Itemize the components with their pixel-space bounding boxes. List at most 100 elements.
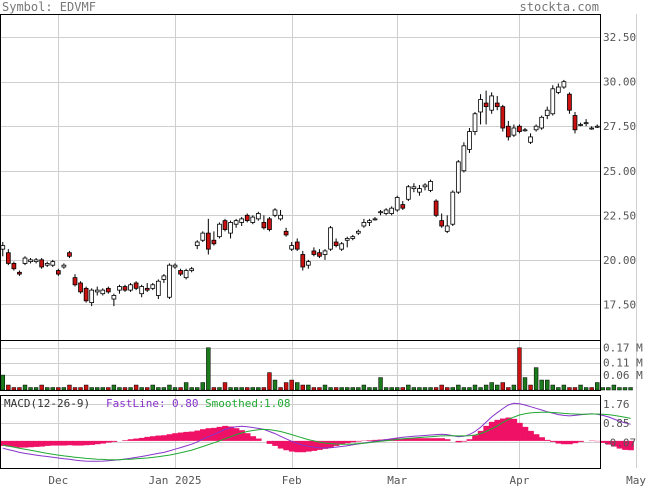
macd-histogram-bar <box>227 426 234 441</box>
price-tick-label: 17.50 <box>603 298 636 311</box>
macd-histogram-bar <box>466 439 473 441</box>
volume-bar <box>456 384 461 391</box>
volume-bar <box>622 387 628 391</box>
volume-bar <box>495 384 500 391</box>
volume-bar <box>611 384 617 391</box>
candle-body <box>411 186 417 189</box>
volume-bar <box>617 387 622 391</box>
macd-histogram-bar <box>616 440 623 449</box>
volume-bar <box>533 367 539 391</box>
candle-body <box>183 270 189 279</box>
candle-body <box>483 102 489 108</box>
candle-body <box>28 259 33 263</box>
macd-tick-label: 1.76 <box>603 398 630 411</box>
volume-bar <box>372 387 378 391</box>
macd-histogram-bar <box>611 440 618 447</box>
candle-body <box>128 284 133 291</box>
volume-bar <box>111 384 117 391</box>
candle-body <box>289 245 295 250</box>
candle-body <box>11 262 17 270</box>
volume-bar <box>178 387 183 391</box>
volume-bar <box>500 382 505 391</box>
macd-histogram-bar <box>50 440 57 446</box>
candle-body <box>305 261 311 266</box>
macd-histogram-bar <box>555 440 562 444</box>
candle-body <box>211 239 217 245</box>
macd-histogram-bar <box>105 440 112 443</box>
macd-histogram-bar <box>283 440 290 451</box>
candle-body <box>89 289 95 303</box>
macd-histogram-bar <box>538 437 545 441</box>
volume-bar <box>600 387 605 391</box>
candle-body <box>472 113 478 132</box>
volume-bar <box>356 387 361 391</box>
candle-body <box>161 275 167 280</box>
macd-histogram-bar <box>550 440 557 442</box>
macd-histogram-bar <box>400 438 407 441</box>
macd-histogram-bar <box>500 418 507 441</box>
volume-bars <box>0 347 633 391</box>
macd-histogram-bar <box>127 439 134 441</box>
volume-bar <box>200 382 205 391</box>
candle-body <box>172 264 178 268</box>
month-label: Mar <box>387 474 407 486</box>
macd-histogram-bar <box>622 440 629 450</box>
macd-histogram-bar <box>188 431 195 441</box>
macd-tick-label: -0.07 <box>603 436 636 449</box>
macd-histogram-bar <box>438 438 445 441</box>
candle-body <box>478 99 483 113</box>
macd-histogram-bar <box>316 440 323 450</box>
volume-bar <box>272 379 278 391</box>
candle-body <box>344 238 350 241</box>
candle-body <box>267 218 272 230</box>
macd-line-smoothed <box>2 411 631 461</box>
candle-body <box>322 250 328 255</box>
candle-body <box>117 286 122 291</box>
symbol-label: Symbol: EDVMF <box>2 0 96 14</box>
candle-body <box>450 191 456 225</box>
price-tick-label: 22.50 <box>603 209 636 222</box>
candle-body <box>583 122 589 125</box>
volume-bar <box>61 387 67 391</box>
macd-histogram-bar <box>444 439 451 441</box>
volume-bar <box>11 387 17 391</box>
fastline-value: 0.80 <box>172 397 199 410</box>
candle-body <box>55 270 61 275</box>
candle-body <box>67 252 72 257</box>
candle-body <box>489 95 495 111</box>
macd-histogram-bar <box>172 433 179 441</box>
macd-histogram-bar <box>11 440 18 447</box>
price-candles <box>0 79 600 307</box>
candle-body <box>455 161 461 193</box>
macd-histogram-bar <box>522 426 529 441</box>
candle-body <box>372 218 378 221</box>
candle-body <box>522 129 528 132</box>
candle-body <box>239 218 245 223</box>
candle-body <box>461 145 467 172</box>
volume-tick-label: 0.06 M <box>603 369 643 382</box>
candle-body <box>378 211 383 214</box>
macd-histogram-bar <box>44 440 51 446</box>
candle-body <box>517 125 522 132</box>
candle-body <box>433 200 439 216</box>
macd-histogram-bar <box>605 440 612 445</box>
macd-histogram-bar <box>5 440 12 447</box>
candle-body <box>228 222 233 234</box>
candle-body <box>550 88 556 115</box>
macd-histogram-bar <box>77 440 84 446</box>
macd-histogram-bar <box>322 440 329 449</box>
volume-bar <box>128 387 133 391</box>
volume-bar <box>0 374 5 391</box>
grid-lines <box>0 14 637 468</box>
volume-bar <box>295 382 300 391</box>
volume-bar <box>317 387 322 391</box>
macd-histogram-bar <box>238 430 245 441</box>
macd-histogram-bar <box>244 433 251 441</box>
volume-bar <box>361 384 367 391</box>
candle-body <box>500 106 506 129</box>
macd-histogram-bar <box>472 435 479 441</box>
macd-histogram-bar <box>133 438 140 441</box>
volume-bar <box>422 387 428 391</box>
macd-histogram-bar <box>533 434 540 441</box>
